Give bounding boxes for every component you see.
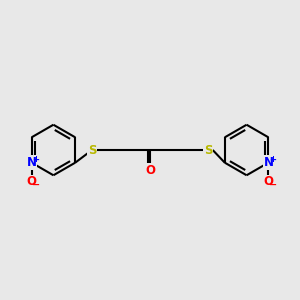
Text: −: −: [32, 180, 40, 190]
Text: −: −: [269, 180, 277, 190]
Text: O: O: [263, 176, 274, 188]
Text: O: O: [26, 176, 37, 188]
Text: O: O: [145, 164, 155, 177]
Text: N: N: [263, 156, 274, 169]
Text: +: +: [32, 154, 40, 164]
Text: S: S: [204, 143, 212, 157]
Text: S: S: [88, 143, 96, 157]
Text: N: N: [26, 156, 37, 169]
Text: +: +: [269, 154, 276, 164]
